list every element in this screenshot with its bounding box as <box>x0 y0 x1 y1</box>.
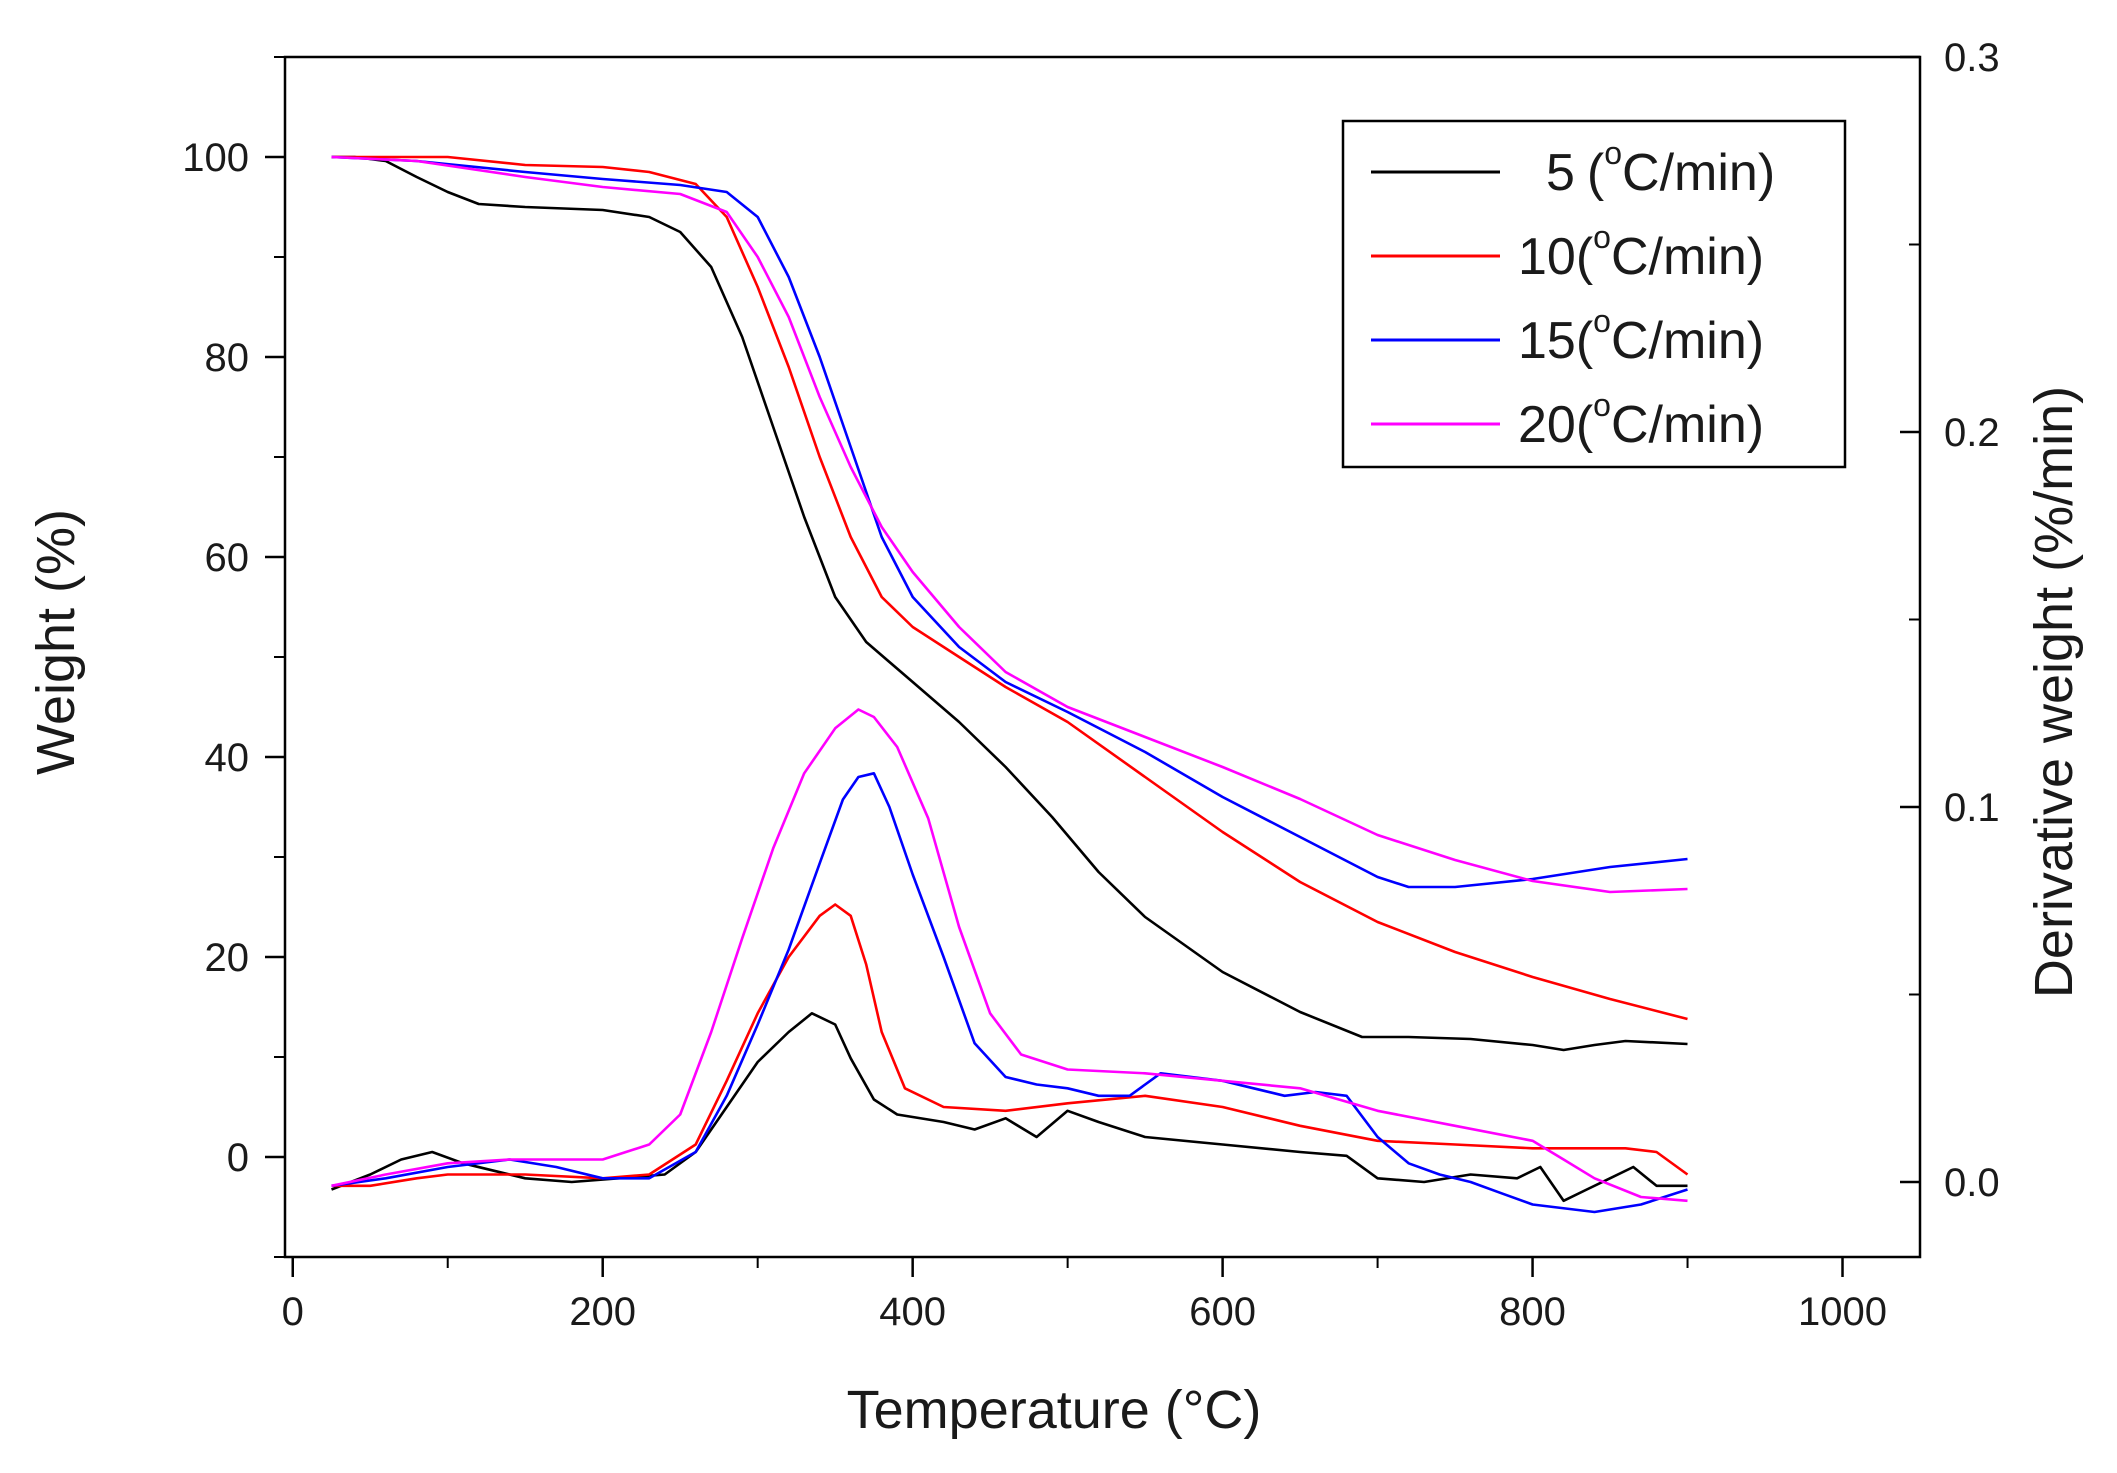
legend-degree-sup: o <box>1593 219 1611 255</box>
legend-degree-sup: o <box>1593 303 1611 339</box>
legend-label: 20(oC/min) <box>1518 387 1764 454</box>
y-tick-label: 40 <box>205 736 250 780</box>
legend: 5 (oC/min)10(oC/min)15(oC/min)20(oC/min) <box>1341 119 1847 469</box>
y2-axis-title: Derivative weight (%/min) <box>2024 386 2084 998</box>
plot-area-frame <box>283 55 1922 1259</box>
y-tick-label: 100 <box>182 136 249 180</box>
legend-item-20: 20(oC/min) <box>1371 387 1764 454</box>
legend-label: 15(oC/min) <box>1518 303 1764 370</box>
legend-open-paren: ( <box>1576 312 1594 370</box>
x-tick-label: 1000 <box>1798 1290 1887 1334</box>
y-axis-title: Weight (%) <box>26 509 86 775</box>
y-tick-label: 20 <box>205 936 250 980</box>
legend-rate: 10 <box>1518 228 1576 286</box>
legend-rate: 5 <box>1546 144 1575 202</box>
y-tick-label: 60 <box>205 536 250 580</box>
legend-box <box>1341 119 1847 469</box>
y2-tick-label: 0.2 <box>1944 411 2000 455</box>
x-tick-label: 800 <box>1499 1290 1566 1334</box>
legend-open-paren: ( <box>1587 144 1605 202</box>
legend-label: 10(oC/min) <box>1518 219 1764 286</box>
legend-item-5: 5 (oC/min) <box>1371 135 1775 202</box>
y2-tick-label: 0.0 <box>1944 1161 2000 1205</box>
tick-labels: 0 200 400 600 800 1000 0 20 40 60 80 100 0.0 0.1 0.2 0.… <box>182 36 1999 1334</box>
tga-line-10 <box>331 155 1688 1021</box>
legend-degree-sup: o <box>1593 387 1611 423</box>
x-tick-label: 400 <box>879 1290 946 1334</box>
axis-ticks <box>265 55 1920 1277</box>
legend-unit: C/min) <box>1611 396 1764 454</box>
y-tick-label: 0 <box>227 1136 249 1180</box>
legend-unit: C/min) <box>1622 144 1775 202</box>
dtg-line-15 <box>331 771 1688 1214</box>
dtg-line-20 <box>331 708 1688 1203</box>
y-tick-label: 80 <box>205 336 250 380</box>
y2-tick-label: 0.1 <box>1944 786 2000 830</box>
y2-tick-label: 0.3 <box>1944 36 2000 80</box>
series-lines <box>331 155 1689 1214</box>
x-axis-title: Temperature (°C) <box>847 1380 1262 1440</box>
dtg-line-10 <box>331 903 1689 1188</box>
legend-item-15: 15(oC/min) <box>1371 303 1764 370</box>
legend-unit: C/min) <box>1611 228 1764 286</box>
tga-line-5 <box>331 155 1688 1052</box>
legend-open-paren: ( <box>1576 228 1594 286</box>
tga-line-20 <box>331 155 1688 894</box>
legend-degree-sup: o <box>1604 135 1622 171</box>
tga-line-15 <box>331 155 1688 889</box>
dtg-line-5 <box>331 1011 1688 1203</box>
legend-unit: C/min) <box>1611 312 1764 370</box>
x-tick-label: 600 <box>1189 1290 1256 1334</box>
x-tick-label: 0 <box>282 1290 304 1334</box>
legend-rate: 20 <box>1518 396 1576 454</box>
x-tick-label: 200 <box>569 1290 636 1334</box>
legend-rate: 15 <box>1518 312 1576 370</box>
legend-label: 5 (oC/min) <box>1546 135 1775 202</box>
legend-item-10: 10(oC/min) <box>1371 219 1764 286</box>
legend-open-paren: ( <box>1576 396 1594 454</box>
